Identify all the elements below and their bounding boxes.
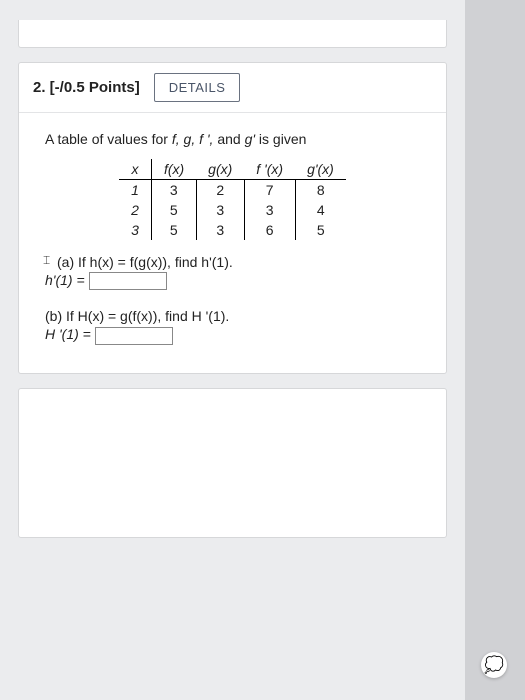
cell: 5 [151, 200, 196, 220]
details-button[interactable]: DETAILS [154, 73, 241, 102]
cell: 7 [244, 180, 295, 201]
question-box: 2. [-/0.5 Points] DETAILS A table of val… [18, 62, 447, 374]
intro-text: A table of values for f, g, f ', and g' … [45, 131, 420, 147]
intro-vars: f, g, f ', [172, 131, 217, 147]
table-row: 3 5 3 6 5 [119, 220, 346, 240]
intro-mid: and [217, 131, 244, 147]
cell: 3 [244, 200, 295, 220]
col-gpx: g'(x) [295, 159, 346, 180]
col-fpx: f '(x) [244, 159, 295, 180]
table-row: 1 3 2 7 8 [119, 180, 346, 201]
part-a-label: (a) If h(x) = f(g(x)), find h'(1). [57, 254, 233, 270]
col-x: x [119, 159, 151, 180]
part-a-eq-text: h'(1) = [45, 272, 85, 288]
part-a-equation: h'(1) = [45, 272, 420, 290]
col-gx: g(x) [196, 159, 244, 180]
part-b-label: (b) If H(x) = g(f(x)), find H '(1). [45, 308, 229, 324]
cell: 5 [295, 220, 346, 240]
table-header-row: x f(x) g(x) f '(x) g'(x) [119, 159, 346, 180]
chat-icon: 💭 [484, 655, 504, 675]
part-b-eq-text: H '(1) = [45, 326, 91, 342]
intro-suffix: is given [255, 131, 306, 147]
cell: 3 [151, 180, 196, 201]
cell: 4 [295, 200, 346, 220]
page-panel: 2. [-/0.5 Points] DETAILS A table of val… [0, 0, 465, 700]
answer-input-a[interactable] [89, 272, 167, 290]
cell: 5 [151, 220, 196, 240]
part-b: (b) If H(x) = g(f(x)), find H '(1). H '(… [45, 308, 420, 344]
question-header: 2. [-/0.5 Points] DETAILS [19, 63, 446, 113]
cell: 8 [295, 180, 346, 201]
intro-prefix: A table of values for [45, 131, 172, 147]
intro-last: g' [245, 131, 255, 147]
next-question-stub [18, 388, 447, 538]
col-fx: f(x) [151, 159, 196, 180]
cell: 1 [119, 180, 151, 201]
table-row: 2 5 3 3 4 [119, 200, 346, 220]
question-body: A table of values for f, g, f ', and g' … [19, 113, 446, 373]
cell: 3 [196, 200, 244, 220]
values-table: x f(x) g(x) f '(x) g'(x) 1 3 2 7 8 [119, 159, 346, 240]
part-b-equation: H '(1) = [45, 326, 420, 344]
cell: 3 [119, 220, 151, 240]
cell: 6 [244, 220, 295, 240]
part-a: (a) If h(x) = f(g(x)), find h'(1). h'(1)… [45, 254, 420, 290]
cell: 2 [196, 180, 244, 201]
question-number: 2. [-/0.5 Points] [33, 79, 140, 96]
cell: 3 [196, 220, 244, 240]
answer-input-b[interactable] [95, 327, 173, 345]
chat-bubble-button[interactable]: 💭 [481, 652, 507, 678]
cell: 2 [119, 200, 151, 220]
previous-question-stub [18, 20, 447, 48]
